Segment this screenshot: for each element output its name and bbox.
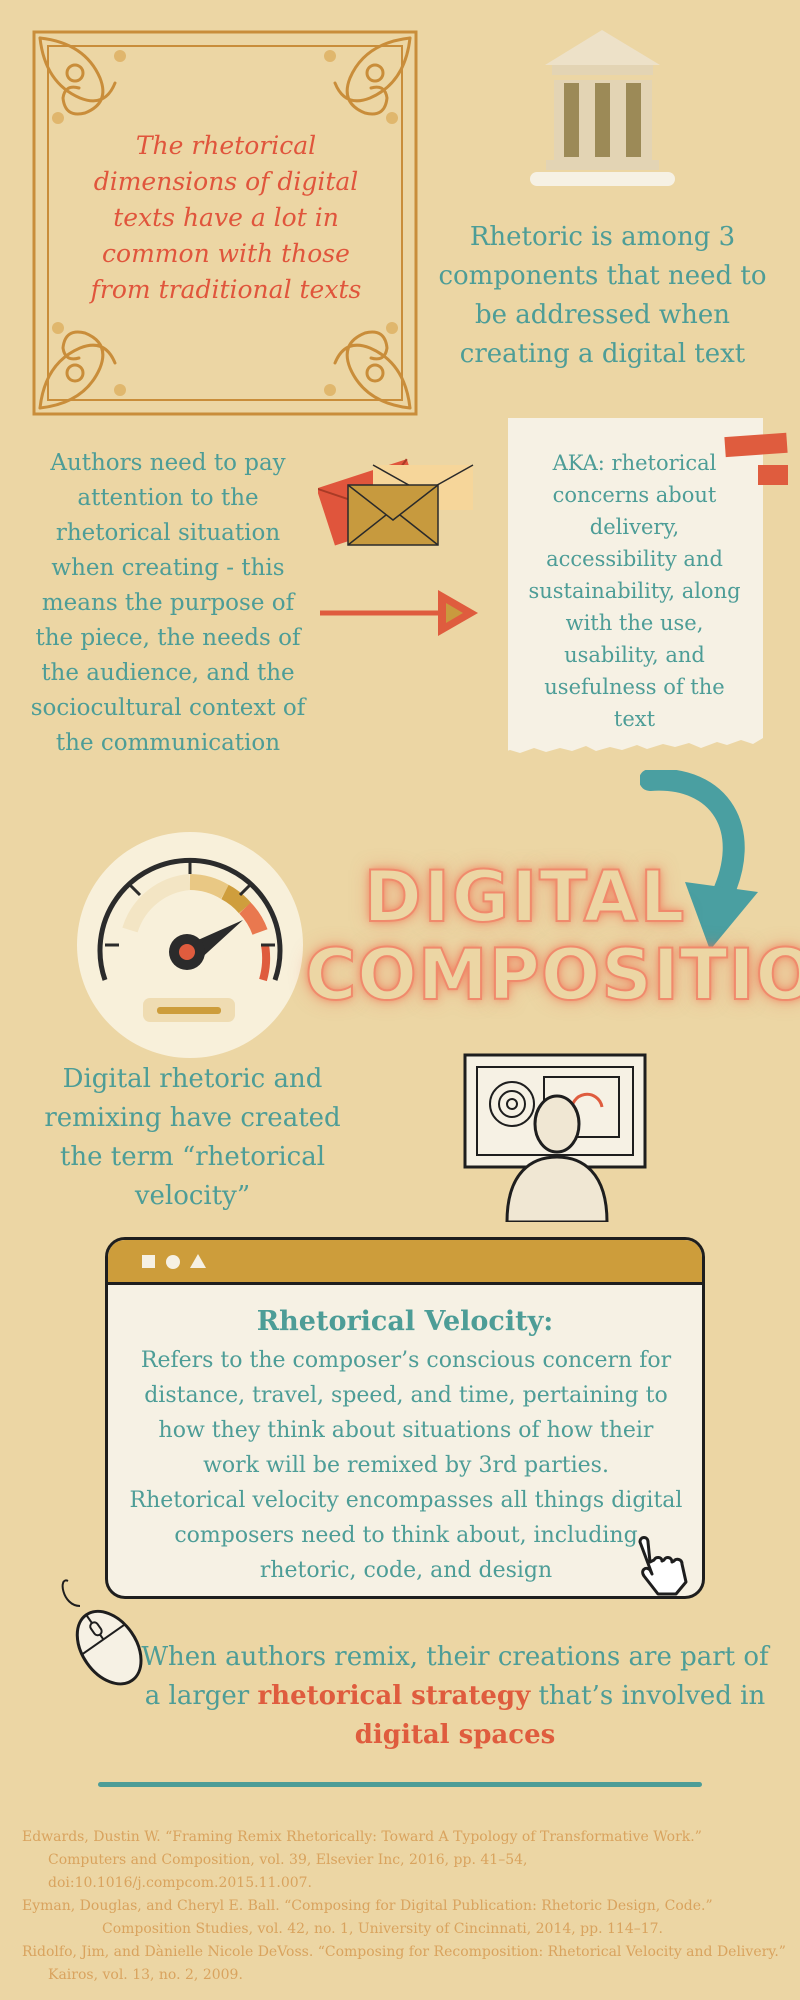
reference-line: Composition Studies, vol. 42, no. 1, Uni… bbox=[102, 1921, 663, 1937]
window-title-bar bbox=[108, 1240, 702, 1285]
definition-paragraph-2: Rhetorical velocity encompasses all thin… bbox=[129, 1488, 683, 1583]
pointer-hand-icon bbox=[638, 1536, 688, 1596]
curved-arrow-icon bbox=[640, 770, 758, 950]
tape-icon bbox=[724, 432, 788, 485]
reference-line: Computers and Composition, vol. 39, Else… bbox=[48, 1852, 528, 1891]
triangle-icon bbox=[190, 1254, 206, 1268]
reference-item: Ridolfo, Jim, and Dànielle Nicole DeVoss… bbox=[22, 1941, 792, 1987]
note-card bbox=[508, 418, 763, 753]
reference-line: Kairos, vol. 13, no. 2, 2009. bbox=[48, 1967, 243, 1983]
velocity-intro-text: Digital rhetoric and remixing have creat… bbox=[44, 1064, 341, 1211]
definition-window: Rhetorical Velocity: Refers to the compo… bbox=[105, 1237, 705, 1599]
square-icon bbox=[142, 1255, 155, 1268]
definition-paragraph-1: Refers to the composer’s conscious conce… bbox=[140, 1348, 672, 1478]
digital-composition-title: DIGITAL COMPOSITION bbox=[304, 856, 800, 1016]
remix-highlight-1: rhetorical strategy bbox=[257, 1681, 531, 1711]
speedometer-icon bbox=[77, 832, 303, 1058]
definition-title: Rhetorical Velocity: bbox=[256, 1306, 554, 1337]
references: Edwards, Dustin W. “Framing Remix Rhetor… bbox=[22, 1826, 792, 1987]
building-icon bbox=[530, 30, 675, 186]
ornate-frame-icon bbox=[32, 30, 418, 416]
remix-statement: When authors remix, their creations are … bbox=[135, 1638, 775, 1755]
arrow-right-icon bbox=[320, 590, 478, 636]
reference-line: Eyman, Douglas, and Cheryl E. Ball. “Com… bbox=[22, 1898, 713, 1914]
remix-part-2: that’s involved in bbox=[530, 1681, 766, 1711]
remix-highlight-2: digital spaces bbox=[354, 1720, 556, 1750]
reference-line: Edwards, Dustin W. “Framing Remix Rhetor… bbox=[22, 1829, 702, 1845]
envelope-icon bbox=[318, 458, 474, 546]
frame-text: The rhetorical dimensions of digital tex… bbox=[90, 131, 362, 304]
aka-note-text: AKA: rhetorical concerns about delivery,… bbox=[528, 451, 741, 731]
reference-item: Eyman, Douglas, and Cheryl E. Ball. “Com… bbox=[22, 1895, 792, 1941]
reference-item: Edwards, Dustin W. “Framing Remix Rhetor… bbox=[22, 1826, 792, 1895]
computer-user-icon bbox=[463, 1053, 647, 1222]
authors-text: Authors need to pay attention to the rhe… bbox=[30, 450, 306, 756]
digital-title-line2: COMPOSITION bbox=[304, 934, 800, 1016]
digital-title-line1: DIGITAL bbox=[363, 856, 687, 938]
mouse-icon bbox=[61, 1579, 143, 1686]
definition-body: Refers to the composer’s conscious conce… bbox=[128, 1343, 684, 1588]
remix-part-1: When authors remix, their creations are … bbox=[141, 1642, 769, 1711]
circle-icon bbox=[166, 1255, 180, 1269]
reference-line: Ridolfo, Jim, and Dànielle Nicole DeVoss… bbox=[22, 1944, 786, 1960]
rhetoric-components-text: Rhetoric is among 3 components that need… bbox=[438, 222, 767, 369]
divider bbox=[98, 1782, 702, 1787]
